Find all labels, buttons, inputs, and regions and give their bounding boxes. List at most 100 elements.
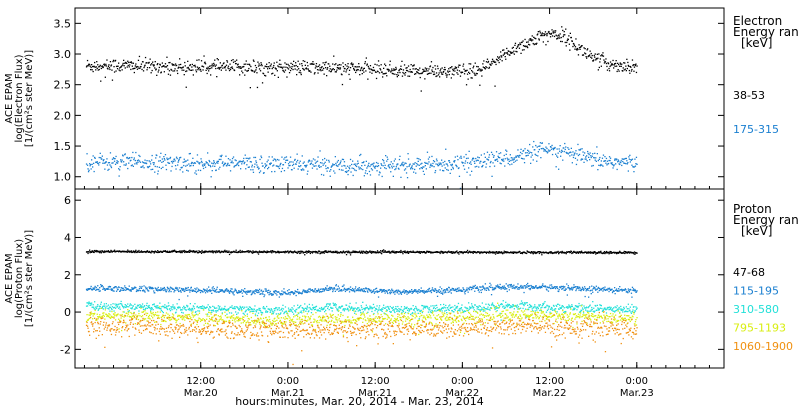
data-point (92, 166, 94, 168)
data-point (611, 291, 614, 294)
data-point (477, 66, 479, 68)
data-point (455, 289, 457, 291)
data-point (420, 167, 422, 169)
data-point (282, 291, 285, 293)
data-point (336, 252, 338, 254)
data-point (490, 61, 493, 63)
data-point (207, 163, 209, 165)
data-point (438, 162, 440, 164)
data-point (577, 251, 579, 253)
data-point (343, 284, 345, 286)
data-point (150, 64, 152, 66)
data-point (456, 72, 458, 74)
data-point (608, 70, 611, 72)
data-point (505, 58, 507, 60)
data-point (351, 307, 353, 309)
data-point (404, 72, 407, 74)
data-point (330, 250, 332, 253)
data-point (324, 250, 326, 252)
data-point (494, 85, 496, 87)
data-point (416, 162, 418, 165)
data-point (539, 145, 541, 147)
data-point (592, 252, 594, 254)
data-point (561, 250, 563, 253)
data-point (167, 158, 170, 160)
data-point (493, 60, 495, 62)
data-point (163, 289, 165, 292)
data-point (125, 304, 127, 307)
data-point (532, 39, 534, 41)
data-point (109, 310, 111, 312)
data-point (231, 66, 233, 68)
data-point (201, 290, 203, 292)
data-point (100, 284, 102, 286)
data-point (152, 304, 154, 306)
data-point (278, 167, 280, 170)
data-point (229, 290, 232, 292)
data-point (396, 76, 398, 78)
data-point (288, 289, 290, 291)
data-point (442, 252, 444, 254)
data-point (548, 143, 550, 145)
data-point (536, 34, 538, 36)
data-point (332, 302, 334, 304)
data-point (385, 306, 387, 308)
data-point (608, 156, 611, 158)
data-point (154, 171, 156, 173)
data-point (87, 65, 89, 67)
data-point (621, 158, 623, 160)
data-point (91, 250, 93, 252)
data-point (568, 43, 570, 45)
data-point (124, 285, 126, 287)
data-point (245, 310, 247, 312)
data-point (225, 155, 227, 157)
data-point (404, 74, 406, 76)
data-point (131, 307, 133, 309)
data-point (518, 156, 520, 158)
data-point (485, 166, 487, 168)
data-point (326, 289, 328, 291)
data-point (394, 308, 396, 310)
data-point (345, 167, 347, 169)
data-point (111, 289, 114, 291)
data-point (155, 69, 157, 71)
data-point (532, 252, 534, 254)
data-point (563, 289, 565, 291)
data-point (400, 68, 403, 70)
data-point (180, 250, 182, 252)
data-point (615, 60, 617, 62)
data-point (509, 154, 511, 156)
data-point (521, 252, 524, 255)
data-point (565, 253, 567, 255)
data-point (339, 163, 341, 165)
data-point (559, 150, 561, 152)
data-point (111, 79, 114, 81)
data-point (317, 252, 319, 254)
data-point (493, 288, 495, 291)
data-point (94, 66, 96, 68)
data-point (135, 63, 137, 65)
data-point (585, 290, 587, 292)
data-point (488, 252, 490, 254)
data-point (124, 304, 126, 306)
data-point (355, 164, 357, 167)
data-point (613, 251, 615, 253)
data-point (486, 151, 489, 153)
data-point (264, 308, 266, 310)
data-point (589, 54, 591, 56)
data-point (127, 64, 129, 67)
data-point (95, 249, 97, 252)
data-point (627, 251, 629, 254)
data-point (499, 58, 501, 61)
data-point (417, 164, 419, 166)
data-point (169, 157, 171, 160)
data-point (282, 70, 285, 72)
data-point (96, 288, 98, 290)
data-point (194, 303, 196, 305)
data-point (466, 171, 468, 173)
data-point (352, 174, 354, 177)
data-point (469, 72, 471, 75)
data-point (618, 251, 620, 254)
data-point (366, 252, 368, 255)
data-point (325, 305, 327, 307)
